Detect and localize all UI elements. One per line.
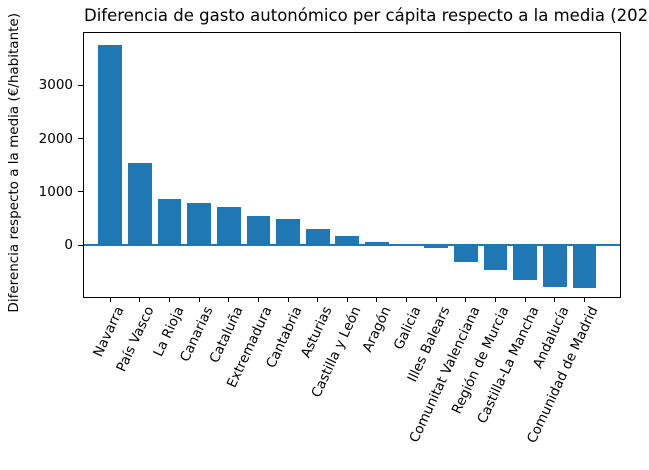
x-tick-mark [583,297,585,302]
bar [216,207,241,246]
plot-area: 0 1000 2000 3000 Navarra País Vasco La Rioja Ca… [39,33,620,446]
y-tick-mark [78,84,83,86]
y-axis-label: Diferencia respecto a la media (€/habita… [6,13,22,313]
bar [572,245,597,289]
x-tick-mark [435,297,437,302]
chart-title: Diferencia de gasto autonómico per cápit… [84,6,649,25]
y-tick-mark [78,138,83,140]
x-tick-mark [465,297,467,302]
bar [305,229,330,246]
x-tick-mark [198,297,200,302]
x-tick-mark [169,297,171,302]
y-tick-label: 3000 [38,77,73,94]
x-tick-mark [317,297,319,302]
x-tick-mark [554,297,556,302]
x-tick-mark [109,297,111,302]
x-tick-mark [494,297,496,302]
bar [187,203,212,246]
y-tick-mark [78,191,83,193]
y-tick-label: 0 [64,237,73,254]
bar [128,163,152,246]
x-tick-mark [376,297,378,302]
bar [483,245,508,270]
bar [542,245,567,288]
y-axis-label-text: Diferencia respecto a la media (€/habita… [6,12,22,313]
bar [513,245,537,280]
y-tick-label: 2000 [38,130,73,147]
x-tick-mark [524,297,526,302]
bar [98,45,123,246]
x-tick-mark [406,297,408,302]
bar [276,219,300,246]
x-tick-mark [228,297,230,302]
x-tick-mark [346,297,348,302]
y-tick-mark [78,244,83,246]
bar [424,245,449,249]
x-tick-mark [257,297,259,302]
zero-line [84,244,620,247]
bar [365,241,389,246]
bar [454,245,478,263]
y-tick-label: 1000 [38,183,73,200]
bar [335,235,360,246]
x-tick-mark [139,297,141,302]
x-tick-mark [287,297,289,302]
bar [157,199,182,246]
bar [246,215,271,246]
